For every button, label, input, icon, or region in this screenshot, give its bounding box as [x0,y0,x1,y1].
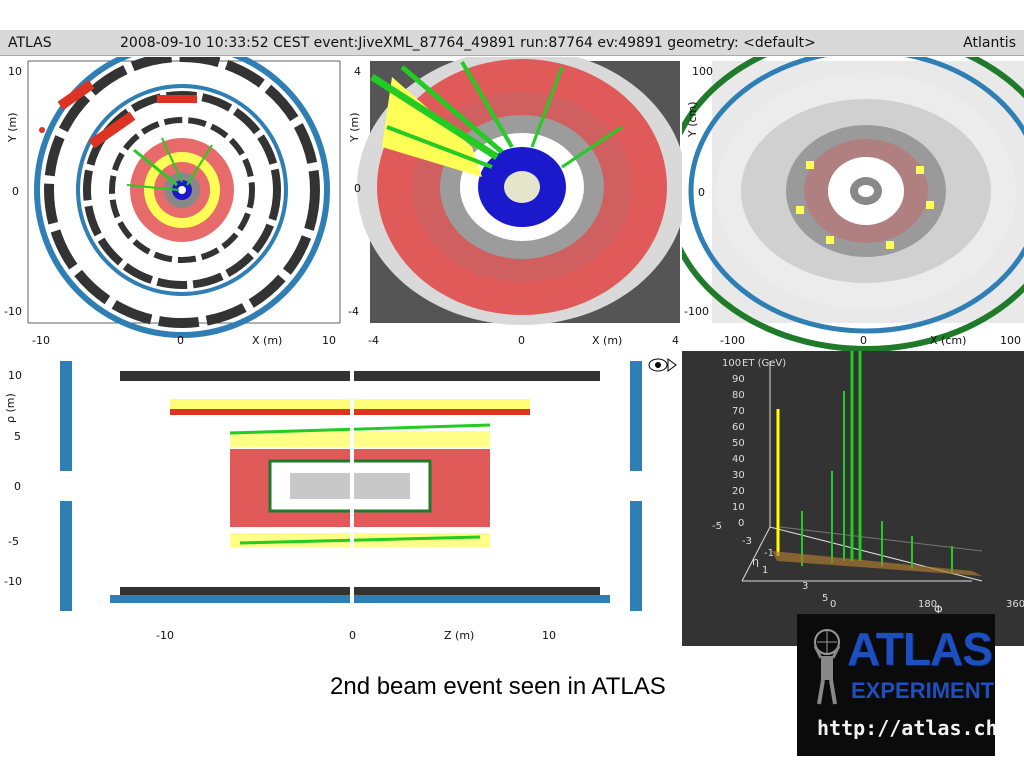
y-tick-neg100: -100 [684,305,709,318]
z-tick-30: 30 [732,470,745,481]
z-tick-70: 70 [732,406,745,417]
atlas-figure-icon [813,629,841,705]
lego-plot-panel[interactable]: 100 ET (GeV) 90 80 70 60 50 40 30 20 10 … [682,351,1024,646]
xy-inner-view-panel[interactable]: 100 0 -100 Y (cm) -100 0 100 X (cm) [682,57,1024,351]
logo-subtitle: EXPERIMENT [851,678,995,703]
y-tick-5: 5 [14,430,21,443]
xy-zoom-view-panel[interactable]: 4 0 -4 Y (m) -4 0 4 X (m) [342,57,682,351]
phi-tick-360: 360 [1006,599,1024,610]
x-tick-neg10: -10 [156,629,174,642]
atlas-experiment-logo: ATLAS EXPERIMENT http://atlas.ch [797,614,995,756]
caption: 2nd beam event seen in ATLAS [330,673,666,700]
y-axis-label: ρ (m) [4,393,17,423]
eta-tick-5: 5 [822,593,828,604]
x-axis-label: X (m) [252,334,282,347]
eta-label: η [752,555,759,568]
z-tick-80: 80 [732,390,745,401]
y-tick-neg4: -4 [348,305,359,318]
xy-full-view-panel[interactable]: 10 0 -10 Y (m) -10 0 10 X (m) [0,57,342,351]
y-tick-neg10: -10 [4,305,22,318]
z-tick-10: 10 [732,502,745,513]
eta-tick-neg5: -5 [712,521,722,532]
y-tick-0: 0 [14,480,21,493]
z-axis-label: ET (GeV) [742,358,786,369]
eta-tick-3: 3 [802,581,808,592]
x-tick-0: 0 [177,334,184,347]
x-tick-10: 10 [322,334,336,347]
x-tick-neg100: -100 [720,334,745,347]
event-info: 2008-09-10 10:33:52 CEST event:JiveXML_8… [120,34,816,51]
x-tick-10: 10 [542,629,556,642]
x-tick-0: 0 [518,334,525,347]
x-tick-0: 0 [349,629,356,642]
experiment-label: ATLAS [8,34,52,51]
fisheye-icon[interactable] [648,358,677,372]
logo-title: ATLAS [847,623,993,675]
x-tick-neg4: -4 [368,334,379,347]
phi-tick-180: 180 [918,599,937,610]
y-tick-neg10: -10 [4,575,22,588]
logo-url: http://atlas.ch [817,716,995,740]
x-tick-0: 0 [860,334,867,347]
y-axis-label: Y (m) [6,112,19,143]
y-tick-0: 0 [698,186,705,199]
z-tick-100: 100 [722,358,741,369]
y-tick-0: 0 [12,185,19,198]
y-tick-4: 4 [354,65,361,78]
x-tick-4: 4 [672,334,679,347]
z-tick-0: 0 [738,518,744,529]
x-tick-neg10: -10 [32,334,50,347]
z-tick-20: 20 [732,486,745,497]
rz-view-panel[interactable]: 10 5 0 -5 -10 ρ (m) -10 0 10 Z (m) [0,351,682,646]
y-axis-label: Y (cm) [686,101,699,138]
eta-tick-1: 1 [762,565,768,576]
phi-tick-0: 0 [830,599,836,610]
x-axis-label: X (m) [592,334,622,347]
phi-label: Φ [934,603,943,616]
y-tick-0: 0 [354,182,361,195]
app-name: Atlantis [963,34,1016,51]
z-tick-50: 50 [732,438,745,449]
y-axis-label: Y (m) [348,112,361,143]
x-axis-label: Z (m) [444,629,474,642]
y-tick-100: 100 [692,65,713,78]
z-tick-90: 90 [732,374,745,385]
eta-tick-neg3: -3 [742,536,752,547]
x-tick-100: 100 [1000,334,1021,347]
y-tick-neg5: -5 [8,535,19,548]
z-tick-60: 60 [732,422,745,433]
eta-tick-neg1: -1 [764,548,774,559]
x-axis-label: X (cm) [930,334,966,347]
y-tick-10: 10 [8,65,22,78]
event-header-bar: ATLAS 2008-09-10 10:33:52 CEST event:Jiv… [0,30,1024,56]
y-tick-10: 10 [8,369,22,382]
z-tick-40: 40 [732,454,745,465]
